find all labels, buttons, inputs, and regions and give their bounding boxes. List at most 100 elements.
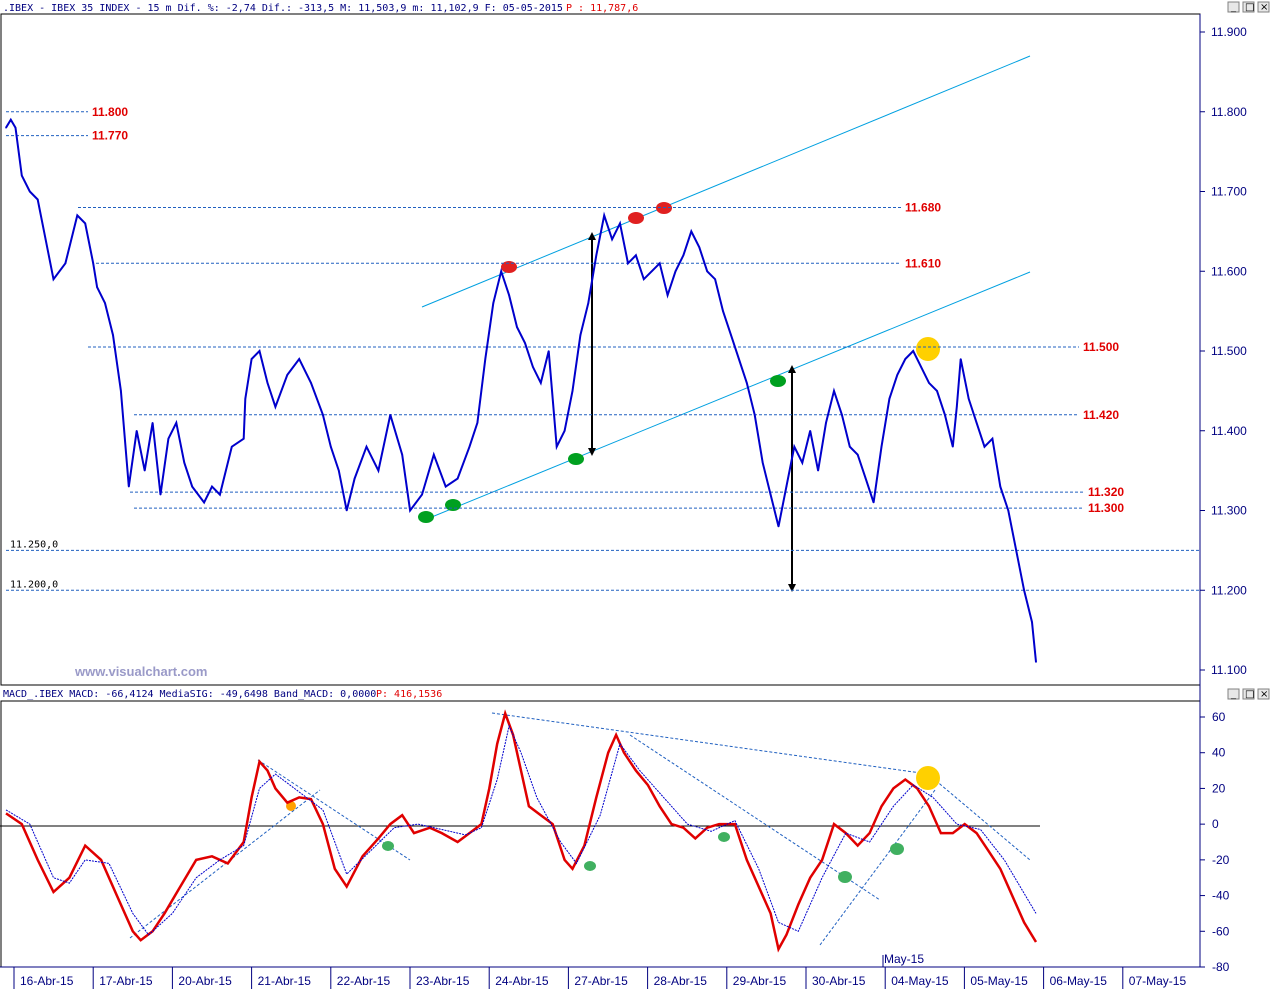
macd-minimize-button[interactable]: [1227, 688, 1240, 700]
minimize-icon: _: [1230, 689, 1237, 700]
date-label: 23-Abr-15: [416, 974, 470, 988]
maximize-button[interactable]: [1242, 1, 1255, 13]
date-label: 16-Abr-15: [20, 974, 74, 988]
price-tick-label: 11.400: [1211, 424, 1247, 438]
price-point: [409, 509, 411, 512]
price-point: [433, 453, 435, 456]
price-point: [401, 453, 404, 456]
price-point: [5, 126, 7, 129]
signal-line: [5, 724, 1037, 936]
date-label: 28-Abr-15: [654, 974, 708, 988]
level-label: 11.500: [1083, 340, 1119, 354]
price-point: [266, 382, 269, 384]
price-point: [353, 477, 356, 480]
macd-maximize-button[interactable]: [1242, 688, 1255, 700]
macd-tick-label: 20: [1212, 781, 1226, 795]
price-point: [682, 254, 685, 257]
price-point: [219, 493, 221, 496]
price-point: [310, 382, 312, 384]
arrow-head-icon: [788, 584, 796, 592]
price-point: [104, 302, 106, 304]
price-point: [76, 214, 79, 217]
price-point: [389, 414, 392, 416]
macd-marker: [584, 861, 596, 871]
price-point: [532, 366, 534, 368]
price-point: [690, 230, 693, 233]
price-point: [183, 461, 186, 464]
date-label: 21-Abr-15: [258, 974, 312, 988]
date-label: 06-May-15: [1050, 974, 1108, 988]
price-point: [761, 461, 764, 464]
level-label: 11.800: [92, 105, 128, 119]
price-point: [10, 118, 12, 121]
macd-close-button[interactable]: [1257, 688, 1270, 700]
low-marker: [445, 499, 461, 511]
high-marker: [501, 261, 517, 273]
price-point: [801, 461, 804, 464]
price-point: [841, 414, 843, 416]
price-point: [508, 294, 510, 297]
price-point: [880, 445, 883, 448]
close-button[interactable]: [1257, 1, 1270, 13]
price-point: [29, 190, 31, 193]
price-point: [856, 453, 859, 456]
price-point: [175, 422, 178, 424]
price-point: [563, 430, 566, 432]
price-point: [21, 174, 23, 177]
price-point: [833, 390, 835, 392]
level-label: 11.300: [1088, 501, 1124, 515]
price-point: [936, 390, 938, 392]
price-point: [753, 414, 756, 416]
price-point: [476, 422, 479, 424]
close-icon: ×: [1260, 689, 1268, 700]
price-point: [242, 437, 245, 440]
macd-trend-line: [819, 789, 936, 946]
price-point: [888, 398, 891, 400]
price-point: [377, 469, 380, 472]
price-point: [128, 485, 130, 488]
low-marker: [418, 511, 434, 523]
low-marker: [568, 453, 584, 465]
maximize-icon: □: [1245, 2, 1254, 13]
price-point: [112, 334, 114, 336]
price-point: [956, 406, 958, 408]
arrow-head-icon: [788, 365, 796, 373]
price-point: [64, 262, 67, 265]
price-point: [444, 485, 447, 488]
date-axis: 16-Abr-15 17-Abr-15 20-Abr-15 21-Abr-15 22-A…: [0, 952, 1200, 989]
price-point: [286, 374, 289, 376]
price-point: [1035, 661, 1037, 663]
macd-trend-line: [129, 789, 321, 939]
price-point: [738, 358, 740, 360]
macd-header-p: P: 416,1536: [376, 689, 442, 700]
macd-window-buttons[interactable]: _ □ ×: [1227, 688, 1270, 700]
price-point: [793, 445, 796, 448]
price-point: [231, 445, 233, 448]
price-point: [587, 302, 590, 304]
price-window-buttons[interactable]: _ □ ×: [1227, 1, 1270, 13]
date-label: 04-May-15: [891, 974, 949, 988]
date-label: 22-Abr-15: [337, 974, 391, 988]
minimize-button[interactable]: [1227, 1, 1240, 13]
price-point: [666, 294, 669, 297]
level-label: 11.200,0: [10, 579, 58, 590]
level-label: 11.770: [92, 129, 128, 143]
price-point: [571, 390, 574, 392]
macd-tick-label: 60: [1212, 710, 1226, 724]
price-tick-label: 11.800: [1211, 105, 1247, 119]
macd-marker: [890, 843, 904, 855]
price-point: [983, 445, 986, 448]
price-point: [825, 422, 827, 424]
macd-marker: [382, 841, 394, 851]
price-point: [1031, 621, 1033, 623]
macd-marker: [838, 871, 852, 883]
level-label: 11.250,0: [10, 539, 58, 550]
arrow-head-icon: [588, 448, 596, 456]
price-point: [524, 342, 526, 344]
price-point: [274, 406, 277, 408]
price-point: [809, 430, 811, 432]
level-label: 11.420: [1083, 408, 1119, 422]
macd-line: [5, 709, 1038, 953]
price-point: [643, 278, 645, 281]
